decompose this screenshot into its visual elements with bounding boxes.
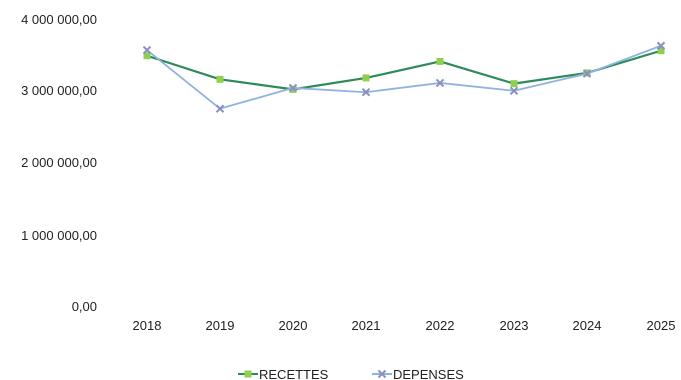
x-tick-label: 2022 bbox=[426, 318, 455, 333]
x-axis-labels: 2018 2019 2020 2021 2022 2023 2024 2025 bbox=[133, 318, 676, 333]
data-point bbox=[436, 57, 444, 65]
x-tick-label: 2024 bbox=[573, 318, 602, 333]
y-axis-labels: 0,00 1 000 000,00 2 000 000,00 3 000 000… bbox=[21, 12, 97, 314]
x-tick-label: 2021 bbox=[352, 318, 381, 333]
data-point bbox=[582, 69, 592, 78]
legend-marker-recettes bbox=[244, 370, 252, 378]
y-tick-label: 4 000 000,00 bbox=[21, 12, 97, 27]
data-point bbox=[435, 78, 445, 88]
data-point bbox=[362, 74, 370, 82]
data-point bbox=[215, 104, 225, 113]
data-point bbox=[216, 75, 224, 83]
x-tick-label: 2018 bbox=[133, 318, 162, 333]
x-tick-label: 2019 bbox=[206, 318, 235, 333]
y-tick-label: 3 000 000,00 bbox=[21, 83, 97, 98]
x-tick-label: 2025 bbox=[647, 318, 676, 333]
data-point bbox=[510, 80, 518, 88]
data-point bbox=[142, 45, 152, 55]
legend-label-recettes: RECETTES bbox=[259, 367, 329, 380]
data-point bbox=[143, 52, 151, 60]
data-point bbox=[656, 41, 666, 50]
data-point bbox=[289, 85, 297, 93]
legend-item-depenses: DEPENSES bbox=[372, 367, 464, 380]
data-point bbox=[657, 47, 665, 55]
legend-item-recettes: RECETTES bbox=[238, 367, 329, 380]
x-tick-label: 2020 bbox=[279, 318, 308, 333]
y-tick-label: 0,00 bbox=[72, 299, 97, 314]
y-tick-label: 2 000 000,00 bbox=[21, 155, 97, 170]
data-point bbox=[509, 86, 519, 95]
y-tick-label: 1 000 000,00 bbox=[21, 228, 97, 243]
legend: RECETTES DEPENSES bbox=[238, 367, 464, 380]
series-line-depenses bbox=[146, 44, 662, 110]
series-line-recettes bbox=[146, 49, 662, 91]
series-layer bbox=[142, 41, 666, 113]
data-point bbox=[361, 88, 371, 97]
legend-marker-depenses bbox=[377, 369, 387, 379]
legend-label-depenses: DEPENSES bbox=[393, 367, 464, 380]
x-tick-label: 2023 bbox=[500, 318, 529, 333]
data-point bbox=[288, 83, 298, 93]
